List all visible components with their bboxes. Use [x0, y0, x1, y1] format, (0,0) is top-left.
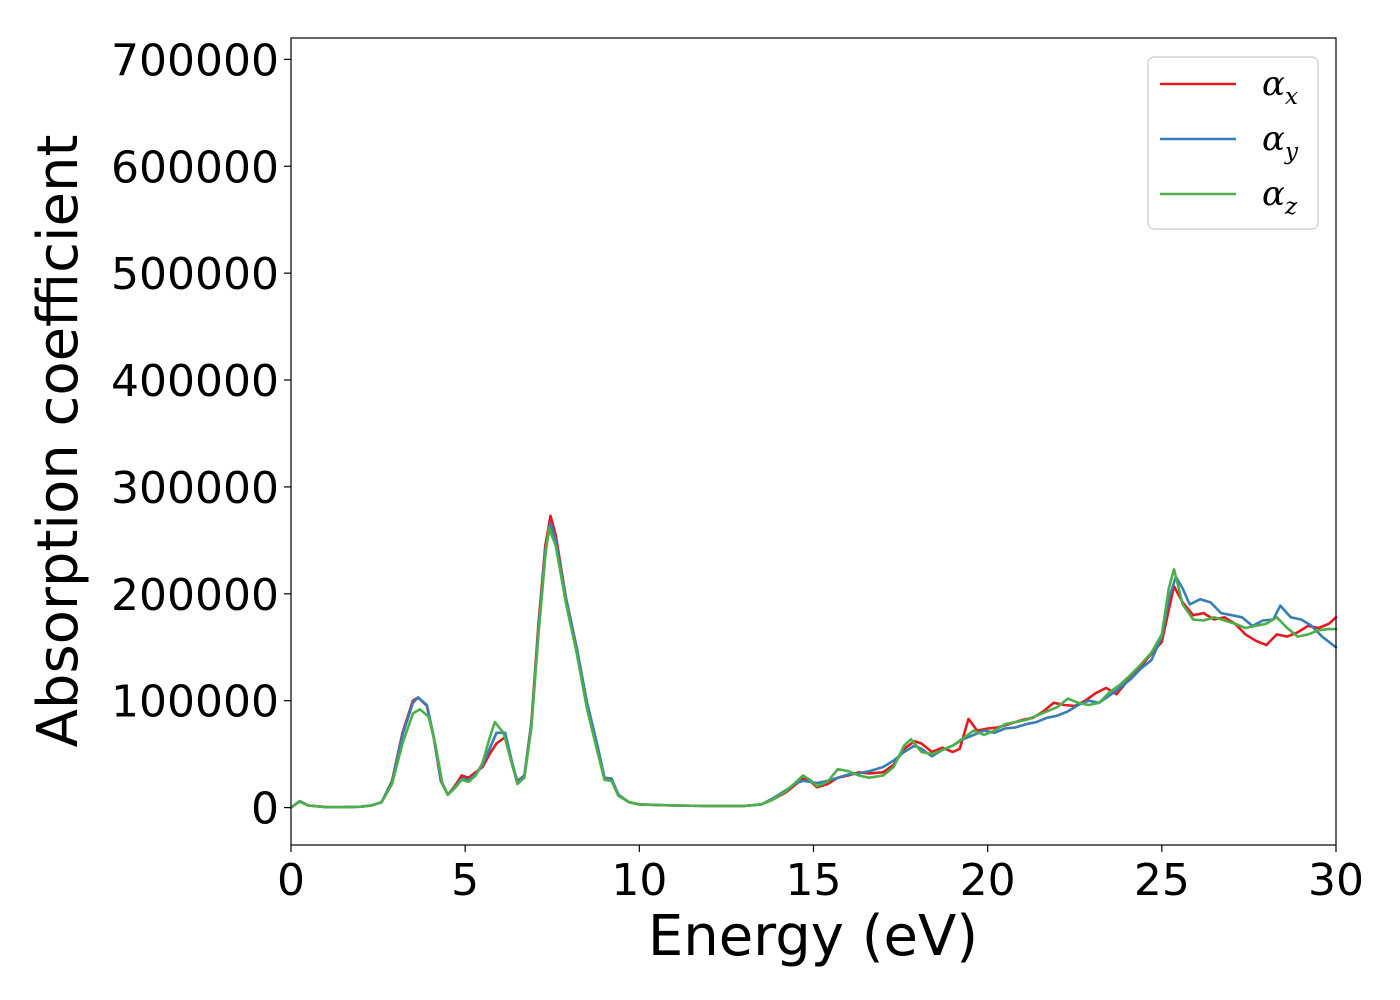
legend-items: αx αy αz — [1160, 64, 1299, 220]
legend-label-y: αy — [1262, 119, 1299, 165]
y-axis-label: Absorption coefficient — [26, 135, 91, 748]
x-axis-label: Energy (eV) — [648, 904, 978, 969]
legend: αx αy αz — [1147, 56, 1319, 230]
series-layer — [289, 514, 1338, 809]
y-tick-label: 0 — [251, 784, 279, 835]
x-tick-label: 10 — [611, 855, 667, 906]
y-tick-label: 700000 — [111, 35, 279, 86]
x-tick-label: 20 — [960, 855, 1016, 906]
x-tick-label: 25 — [1134, 855, 1190, 906]
x-axis: 0 5 10 15 20 25 30 — [277, 845, 1364, 906]
y-tick-label: 500000 — [111, 249, 279, 300]
x-tick-label: 0 — [277, 855, 305, 906]
y-tick-label: 100000 — [111, 677, 279, 728]
y-tick-label: 600000 — [111, 142, 279, 193]
legend-label-x: αx — [1262, 64, 1298, 110]
x-tick-label: 30 — [1308, 855, 1364, 906]
y-tick-label: 400000 — [111, 356, 279, 407]
x-tick-label: 5 — [451, 855, 479, 906]
series-line-x — [289, 514, 1338, 809]
legend-box — [1147, 56, 1319, 230]
y-tick-label: 300000 — [111, 463, 279, 514]
legend-label-z: αz — [1262, 174, 1298, 220]
y-tick-label: 200000 — [111, 570, 279, 621]
y-axis: 0 100000 200000 300000 400000 500000 600000 700… — [111, 35, 291, 835]
series-line-z — [289, 526, 1338, 809]
x-tick-label: 15 — [786, 855, 842, 906]
